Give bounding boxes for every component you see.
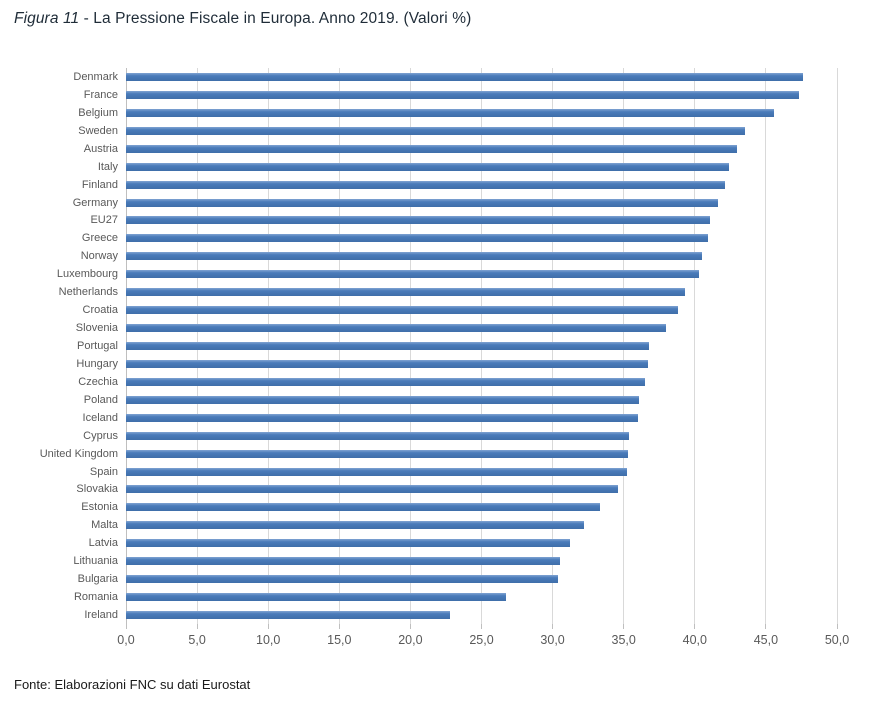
axis-tick: [196, 624, 198, 629]
x-tick-label: 15,0: [327, 633, 352, 647]
axis-tick: [552, 624, 554, 629]
bar: [126, 557, 560, 566]
country-label: Poland: [83, 393, 118, 406]
country-label: Belgium: [78, 106, 118, 119]
x-tick-label: 0,0: [117, 633, 135, 647]
axis-tick: [694, 624, 696, 629]
country-label: Croatia: [82, 304, 118, 317]
gridline: [694, 68, 696, 624]
country-label: Ireland: [84, 609, 118, 622]
bar: [126, 359, 648, 368]
axis-tick: [338, 624, 340, 629]
bar: [126, 503, 600, 512]
bar: [126, 342, 650, 350]
country-label: Finland: [81, 178, 118, 191]
country-label: Germany: [72, 196, 118, 209]
x-tick-label: 40,0: [682, 633, 707, 647]
country-label: Malta: [91, 519, 118, 532]
axis-tick: [409, 624, 411, 629]
bar: [126, 72, 803, 81]
figure-title: Figura 11 - La Pressione Fiscale in Euro…: [14, 10, 471, 28]
axis-tick: [267, 624, 269, 629]
bar: [126, 252, 702, 261]
gridline: [836, 68, 838, 624]
bar: [126, 449, 628, 458]
bar: [126, 90, 799, 99]
source-note: Fonte: Elaborazioni FNC su dati Eurostat: [14, 677, 251, 692]
country-label: Estonia: [81, 501, 118, 514]
country-label: Slovakia: [76, 483, 118, 496]
bar: [126, 162, 729, 171]
bar: [126, 288, 685, 297]
x-tick-label: 30,0: [540, 633, 565, 647]
bar: [126, 180, 725, 189]
country-label: Romania: [73, 591, 118, 604]
country-label: Hungary: [76, 357, 118, 370]
country-label: EU27: [90, 214, 118, 227]
x-tick-label: 20,0: [398, 633, 423, 647]
bar: [126, 126, 745, 135]
bar: [126, 198, 718, 207]
x-tick-label: 10,0: [256, 633, 281, 647]
bar: [126, 324, 667, 333]
figure-number: Figura 11: [14, 10, 80, 27]
bar: [126, 467, 627, 476]
country-label: Austria: [83, 142, 118, 155]
country-label: Spain: [89, 465, 118, 478]
x-tick-label: 5,0: [188, 633, 206, 647]
country-label: Latvia: [88, 537, 118, 550]
bar: [126, 611, 451, 620]
bar: [126, 270, 700, 279]
bar: [126, 485, 618, 494]
bar: [126, 575, 559, 584]
bar: [126, 216, 711, 225]
country-label: Slovenia: [75, 322, 118, 335]
axis-tick: [836, 624, 838, 629]
bar: [126, 539, 570, 548]
country-label: Italy: [97, 160, 118, 173]
bar: [126, 521, 584, 530]
gridline: [765, 68, 767, 624]
country-label: Lithuania: [73, 555, 118, 568]
country-label: France: [83, 88, 118, 101]
figure-caption: - La Pressione Fiscale in Europa. Anno 2…: [79, 10, 472, 27]
country-label: Greece: [81, 232, 118, 245]
bar: [126, 306, 678, 315]
x-tick-label: 35,0: [611, 633, 636, 647]
country-label: Sweden: [78, 124, 118, 137]
country-label: Denmark: [73, 70, 118, 83]
bar: [126, 413, 638, 422]
bar-chart: 0,0 5,0 10,0 15,0 20,0 25,0 30,0 35,0 40,0 45,0 50…: [39, 68, 850, 647]
country-label: Czechia: [78, 375, 118, 388]
country-label: Netherlands: [58, 286, 118, 299]
bar: [126, 234, 708, 243]
country-label: United Kingdom: [39, 447, 118, 460]
x-tick-label: 50,0: [824, 633, 850, 647]
axis-tick: [481, 624, 482, 629]
country-label: Cyprus: [83, 429, 118, 442]
country-label: Norway: [80, 250, 118, 263]
bar: [126, 108, 775, 117]
country-label: Portugal: [77, 340, 118, 352]
country-label: Iceland: [82, 411, 118, 424]
x-tick-label: 45,0: [753, 633, 779, 647]
bar: [126, 593, 506, 602]
axis-tick: [765, 624, 767, 629]
bar: [126, 431, 630, 440]
country-label: Bulgaria: [77, 573, 118, 586]
x-tick-label: 25,0: [469, 633, 494, 647]
bar: [126, 377, 646, 386]
bar: [126, 144, 738, 153]
axis-tick: [623, 624, 625, 629]
bar: [126, 395, 640, 404]
axis-tick: [125, 624, 127, 629]
country-label: Luxembourg: [56, 268, 118, 281]
